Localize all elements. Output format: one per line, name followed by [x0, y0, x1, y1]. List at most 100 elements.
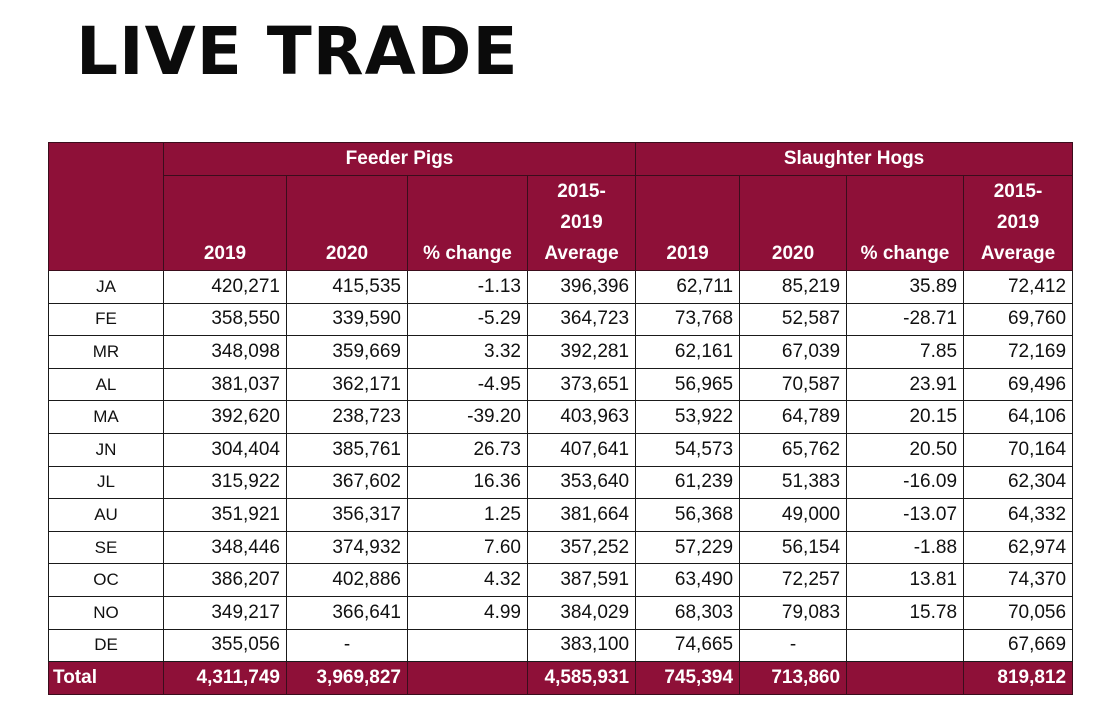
feeder-2020-cell: 362,171 [286, 367, 408, 402]
slaughter-2020-cell: 49,000 [739, 498, 848, 532]
feeder-average-cell: 373,651 [526, 367, 637, 402]
slaughter-pct-change-cell: 13.81 [846, 563, 965, 597]
feeder-pct-change-cell: 7.60 [407, 530, 528, 565]
slaughter-pct-change-cell: 20.50 [846, 432, 965, 467]
table-body: JA 420,271 415,535 -1.13 396,396 62,711 85,219… [48, 270, 1074, 696]
feeder-pigs-group-header: Feeder Pigs [162, 142, 637, 176]
slaughter-2019-cell: 56,368 [635, 498, 741, 532]
feeder-2019-cell: 420,271 [163, 270, 287, 304]
total-slaughter-average: 819,812 [963, 661, 1074, 696]
slaughter-average-cell: 70,056 [963, 595, 1074, 630]
slaughter-2019-cell: 62,161 [635, 335, 741, 369]
feeder-2020-cell: 238,723 [286, 400, 408, 434]
total-row: Total 4,311,749 3,969,827 4,585,931 745,… [48, 661, 1074, 696]
feeder-pct-change-cell: 4.99 [407, 595, 528, 630]
slaughter-average-cell: 72,412 [963, 270, 1074, 304]
slaughter-2020-cell: 64,789 [739, 400, 848, 434]
slaughter-pct-change-cell: -28.71 [846, 302, 965, 337]
slaughter-2019-cell: 53,922 [635, 400, 741, 434]
total-feeder-pct-change [407, 661, 528, 696]
slaughter-pct-change-cell [846, 628, 965, 663]
feeder-pct-change-cell: -39.20 [407, 400, 528, 434]
feeder-pct-change-cell: -1.13 [407, 270, 528, 304]
slaughter-2019-cell: 74,665 [635, 628, 741, 663]
slaughter-2019-cell: 68,303 [635, 595, 741, 630]
month-cell: FE [48, 302, 164, 337]
total-label: Total [48, 661, 164, 696]
feeder-2020-cell: 366,641 [286, 595, 408, 630]
table-row: NO 349,217 366,641 4.99 384,029 68,303 79,083 1… [48, 595, 1074, 630]
feeder-pct-change-cell: 4.32 [407, 563, 528, 597]
feeder-2020-cell: 339,590 [286, 302, 408, 337]
month-cell: NO [48, 595, 164, 630]
feeder-average-cell: 407,641 [526, 432, 637, 467]
feeder-average-cell: 387,591 [526, 563, 637, 597]
slaughter-pct-change-cell: 15.78 [846, 595, 965, 630]
month-cell: OC [48, 563, 164, 597]
slaughter-2019-cell: 54,573 [635, 432, 741, 467]
month-cell: DE [48, 628, 164, 663]
slaughter-pct-change-cell: 23.91 [846, 367, 965, 402]
slaughter-2020-cell: 52,587 [739, 302, 848, 337]
slaughter-2020-cell: 56,154 [739, 530, 848, 565]
table-row: FE 358,550 339,590 -5.29 364,723 73,768 52,587… [48, 302, 1074, 337]
month-cell: SE [48, 530, 164, 565]
corner-header-cell [48, 142, 164, 271]
feeder-2020-cell: 415,535 [286, 270, 408, 304]
slaughter-2019-cell: 61,239 [635, 465, 741, 500]
feeder-2019-cell: 349,217 [163, 595, 287, 630]
feeder-average-cell: 383,100 [526, 628, 637, 663]
total-feeder-2020: 3,969,827 [286, 661, 408, 696]
slaughter-pct-change-cell: 20.15 [846, 400, 965, 434]
slaughter-2019-cell: 57,229 [635, 530, 741, 565]
feeder-2020-cell: 374,932 [286, 530, 408, 565]
slaughter-average-cell: 72,169 [963, 335, 1074, 369]
slaughter-2020-header: 2020 [739, 175, 848, 271]
slaughter-2020-cell: 85,219 [739, 270, 848, 304]
feeder-2019-cell: 381,037 [163, 367, 287, 402]
feeder-average-cell: 396,396 [526, 270, 637, 304]
table-row: OC 386,207 402,886 4.32 387,591 63,490 72,257 1… [48, 563, 1074, 597]
slaughter-2020-cell: 65,762 [739, 432, 848, 467]
slaughter-average-cell: 64,332 [963, 498, 1074, 532]
feeder-pct-change-cell: 26.73 [407, 432, 528, 467]
live-trade-table: Feeder Pigs Slaughter Hogs 2019 2020 % c… [48, 142, 1074, 696]
slaughter-2020-cell: - [739, 628, 848, 663]
feeder-2019-cell: 351,921 [163, 498, 287, 532]
feeder-pct-change-cell: -4.95 [407, 367, 528, 402]
month-cell: AU [48, 498, 164, 532]
feeder-average-cell: 403,963 [526, 400, 637, 434]
slaughter-average-cell: 69,760 [963, 302, 1074, 337]
feeder-pct-change-header: % change [407, 175, 528, 271]
feeder-average-cell: 364,723 [526, 302, 637, 337]
table-row: MR 348,098 359,669 3.32 392,281 62,161 67,039 7… [48, 335, 1074, 369]
month-cell: MR [48, 335, 164, 369]
feeder-2019-cell: 355,056 [163, 628, 287, 663]
feeder-pct-change-cell: 3.32 [407, 335, 528, 369]
slaughter-2020-cell: 72,257 [739, 563, 848, 597]
page-title: LIVE TRADE [76, 13, 519, 90]
slaughter-pct-change-header: % change [846, 175, 965, 271]
feeder-2019-cell: 348,098 [163, 335, 287, 369]
feeder-average-cell: 392,281 [526, 335, 637, 369]
feeder-average-cell: 384,029 [526, 595, 637, 630]
feeder-average-cell: 381,664 [526, 498, 637, 532]
total-slaughter-2020: 713,860 [739, 661, 848, 696]
table-row: AU 351,921 356,317 1.25 381,664 56,368 49,000-… [48, 498, 1074, 532]
feeder-2020-header: 2020 [286, 175, 408, 271]
feeder-2019-cell: 392,620 [163, 400, 287, 434]
slaughter-pct-change-cell: -1.88 [846, 530, 965, 565]
slaughter-2020-cell: 70,587 [739, 367, 848, 402]
feeder-2020-cell: 367,602 [286, 465, 408, 500]
feeder-2019-cell: 304,404 [163, 432, 287, 467]
feeder-pct-change-cell: 16.36 [407, 465, 528, 500]
slaughter-average-cell: 62,304 [963, 465, 1074, 500]
feeder-2020-cell: 356,317 [286, 498, 408, 532]
slaughter-average-cell: 69,496 [963, 367, 1074, 402]
feeder-2019-cell: 315,922 [163, 465, 287, 500]
slaughter-2019-cell: 63,490 [635, 563, 741, 597]
table-row: JA 420,271 415,535 -1.13 396,396 62,711 85,219… [48, 270, 1074, 304]
slaughter-pct-change-cell: -16.09 [846, 465, 965, 500]
feeder-2019-cell: 358,550 [163, 302, 287, 337]
slaughter-average-cell: 70,164 [963, 432, 1074, 467]
